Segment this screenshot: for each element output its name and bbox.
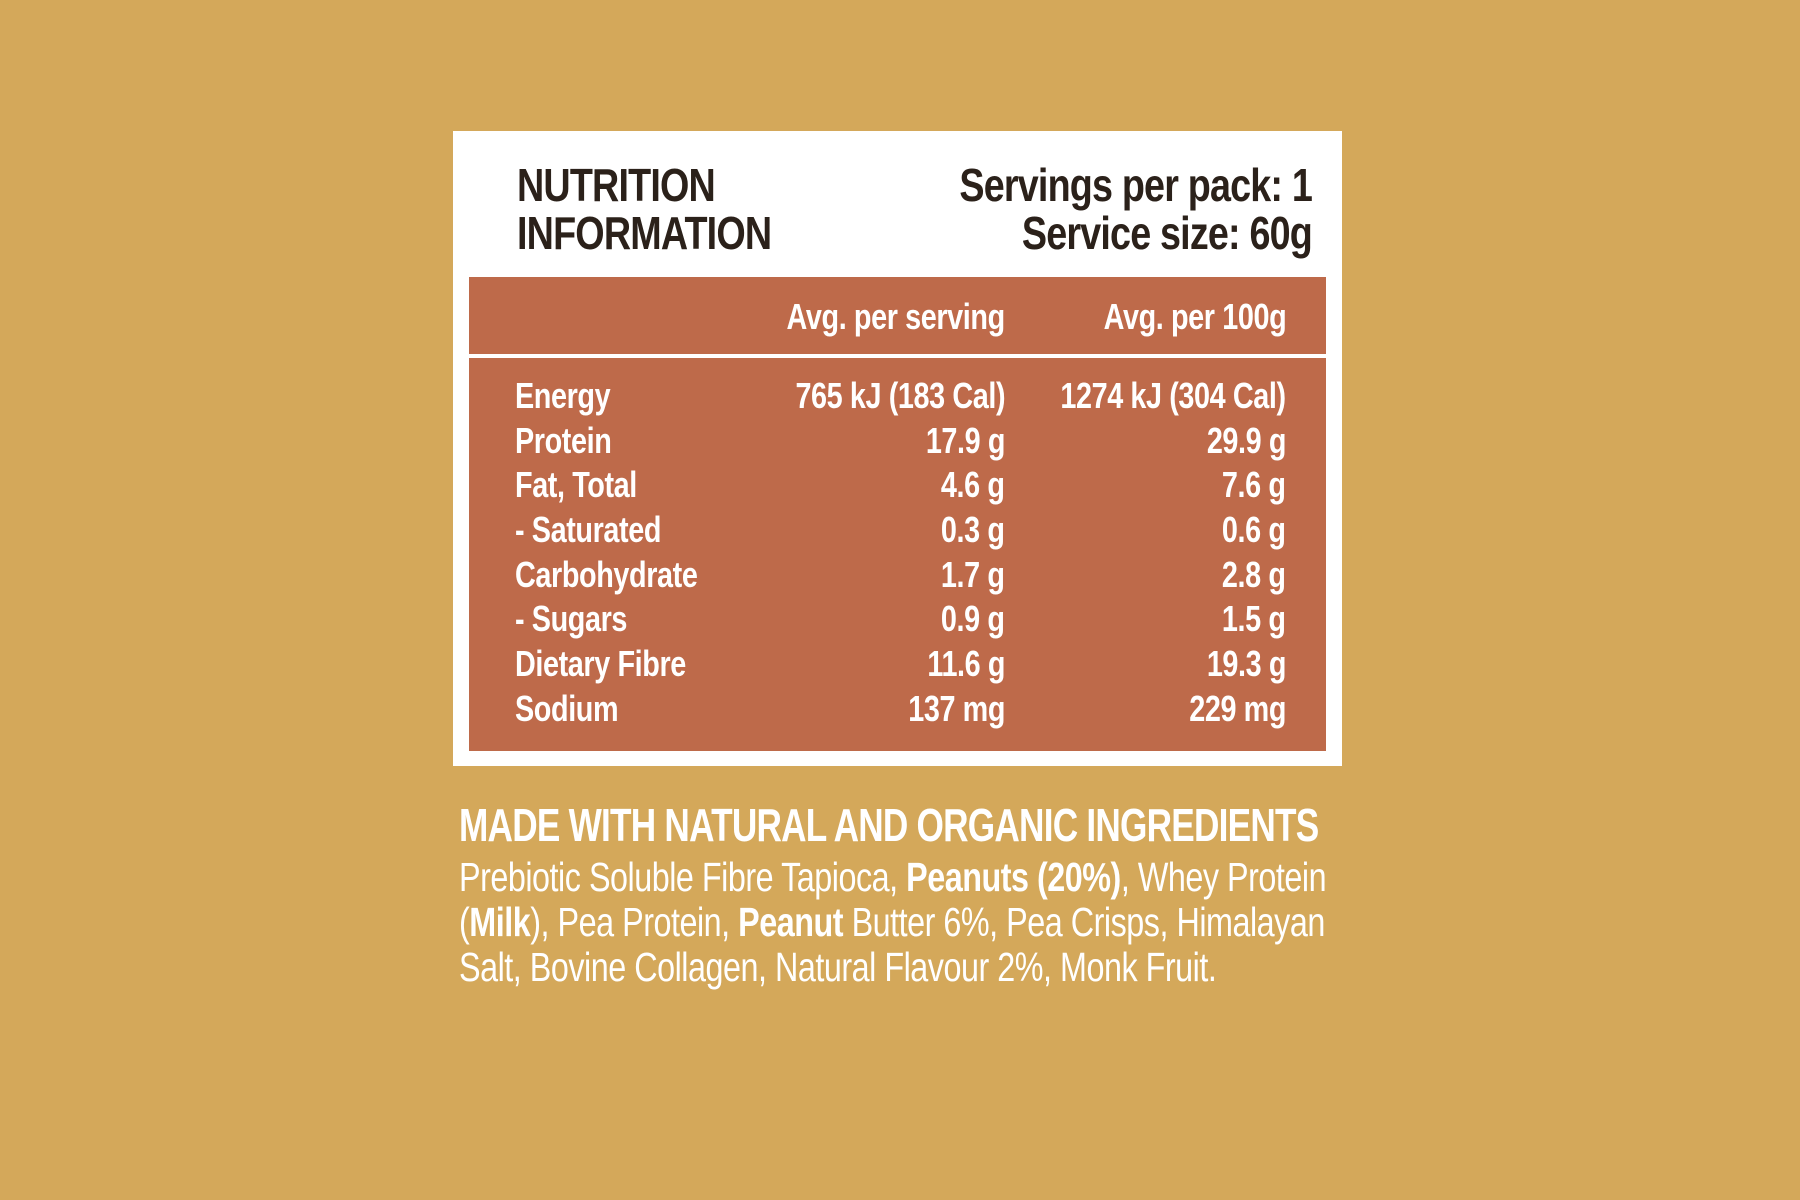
value-per-serving: 0.3 g bbox=[941, 509, 1005, 551]
servings-per-pack: Servings per pack: 1 bbox=[959, 159, 1312, 211]
service-size: Service size: 60g bbox=[1021, 207, 1313, 259]
nutrient-name: - Saturated bbox=[515, 509, 662, 551]
value-per-serving: 4.6 g bbox=[941, 464, 1005, 506]
nutrient-name: Dietary Fibre bbox=[515, 643, 686, 685]
table-row: Carbohydrate 1.7 g 2.8 g bbox=[469, 553, 1326, 598]
nutrition-panel: NUTRITION INFORMATION Servings per pack:… bbox=[453, 131, 1342, 766]
value-per-100g: 1274 kJ (304 Cal) bbox=[1060, 375, 1287, 416]
nutrition-title-line1: NUTRITION bbox=[517, 159, 716, 211]
value-per-100g: 7.6 g bbox=[1222, 464, 1286, 506]
nutrient-name: Fat, Total bbox=[515, 464, 637, 506]
value-per-serving: 137 mg bbox=[908, 687, 1005, 729]
table-row: Fat, Total 4.6 g 7.6 g bbox=[469, 463, 1326, 508]
ingredient-allergen: Peanut bbox=[738, 899, 844, 945]
ingredient-text-part: , Whey Protein ( bbox=[459, 854, 1327, 945]
table-row: Protein 17.9 g 29.9 g bbox=[469, 419, 1326, 464]
table-row: Dietary Fibre 11.6 g 19.3 g bbox=[469, 642, 1326, 687]
ingredients-title: MADE WITH NATURAL AND ORGANIC INGREDIENT… bbox=[459, 799, 1319, 851]
ingredient-allergen: Peanuts (20%) bbox=[906, 854, 1121, 900]
nutrition-title-line2: INFORMATION bbox=[517, 207, 772, 259]
value-per-100g: 29.9 g bbox=[1206, 419, 1287, 461]
value-per-100g: 2.8 g bbox=[1222, 553, 1286, 595]
value-per-serving: 11.6 g bbox=[927, 643, 1005, 685]
table-header: Avg. per serving Avg. per 100g bbox=[469, 277, 1326, 354]
value-per-100g: 1.5 g bbox=[1222, 598, 1286, 640]
nutrient-name: - Sugars bbox=[515, 598, 628, 640]
nutrition-title: NUTRITION INFORMATION bbox=[517, 159, 772, 259]
nutrient-name: Protein bbox=[515, 419, 612, 461]
value-per-serving: 1.7 g bbox=[941, 553, 1005, 595]
serving-info: Servings per pack: 1 Service size: 60g bbox=[959, 161, 1312, 257]
table-row: Sodium 137 mg 229 mg bbox=[469, 687, 1326, 732]
header-per-100g: Avg. per 100g bbox=[1103, 296, 1286, 337]
value-per-serving: 765 kJ (183 Cal) bbox=[795, 375, 1005, 416]
nutrient-name: Energy bbox=[515, 375, 611, 416]
ingredients-text: Prebiotic Soluble Fibre Tapioca, Peanuts… bbox=[459, 855, 1342, 990]
header-per-serving: Avg. per serving bbox=[786, 296, 1006, 337]
ingredient-text-part: Pea Protein, bbox=[549, 899, 739, 945]
value-per-100g: 19.3 g bbox=[1206, 643, 1287, 685]
ingredient-text-part: ), bbox=[530, 899, 550, 945]
nutrition-table: Avg. per serving Avg. per 100g Energy 765… bbox=[469, 277, 1326, 751]
value-per-serving: 17.9 g bbox=[925, 419, 1006, 461]
table-divider bbox=[469, 354, 1326, 358]
ingredient-text-part: Prebiotic Soluble Fibre Tapioca, bbox=[459, 854, 907, 900]
table-body: Energy 765 kJ (183 Cal) 1274 kJ (304 Cal) P… bbox=[469, 374, 1326, 732]
table-row: Energy 765 kJ (183 Cal) 1274 kJ (304 Cal) bbox=[469, 374, 1326, 419]
value-per-serving: 0.9 g bbox=[941, 598, 1005, 640]
ingredient-allergen: Milk bbox=[469, 899, 531, 945]
value-per-100g: 229 mg bbox=[1189, 687, 1286, 729]
table-row: - Saturated 0.3 g 0.6 g bbox=[469, 508, 1326, 553]
ingredient-text-part: Butter 6%, Pea Crisps, Himalayan Salt, B… bbox=[459, 899, 1325, 990]
table-row: - Sugars 0.9 g 1.5 g bbox=[469, 597, 1326, 642]
value-per-100g: 0.6 g bbox=[1222, 509, 1286, 551]
nutrient-name: Carbohydrate bbox=[515, 553, 698, 595]
nutrient-name: Sodium bbox=[515, 687, 619, 729]
